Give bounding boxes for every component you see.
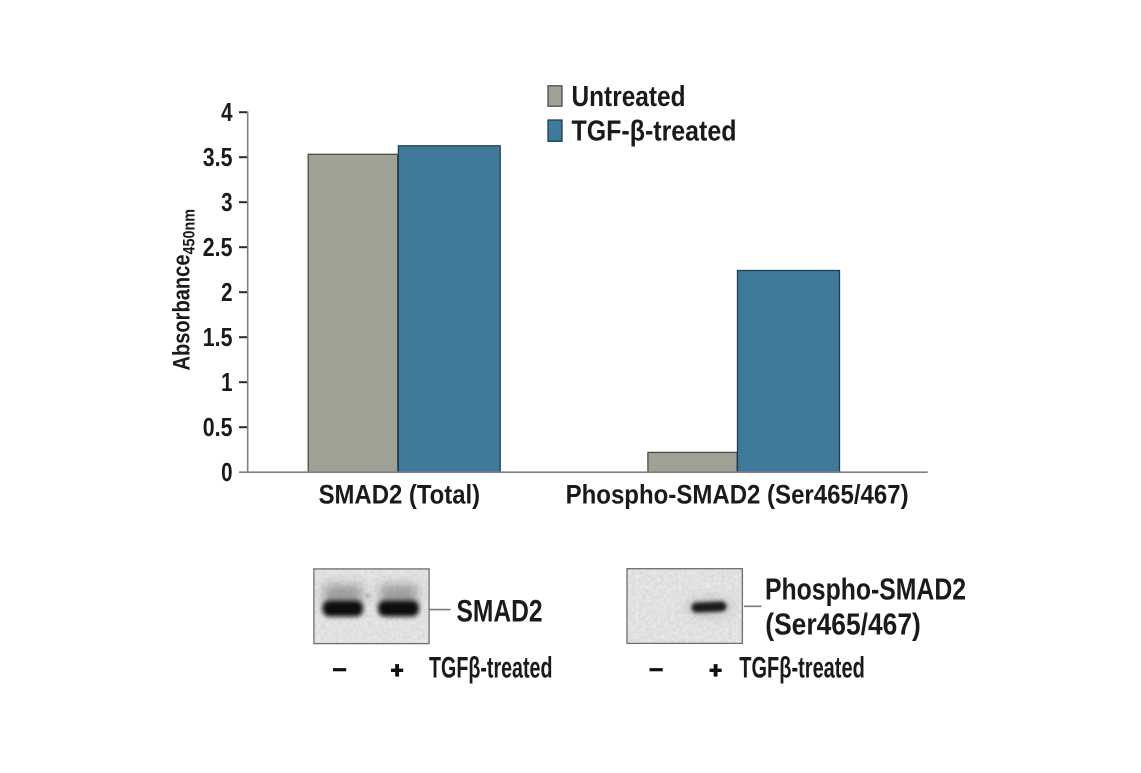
svg-text:3.5: 3.5 xyxy=(203,142,233,172)
svg-text:3: 3 xyxy=(221,187,232,217)
svg-text:1: 1 xyxy=(221,367,232,397)
svg-text:1.5: 1.5 xyxy=(203,322,233,352)
svg-text:Untreated: Untreated xyxy=(572,81,686,113)
svg-text:Phospho-SMAD2 (Ser465/467): Phospho-SMAD2 (Ser465/467) xyxy=(566,480,909,510)
svg-text:Absorbance450nm: Absorbance450nm xyxy=(168,209,198,371)
svg-text:0: 0 xyxy=(221,457,232,487)
svg-text:TGFβ-treated: TGFβ-treated xyxy=(739,652,865,685)
svg-text:0.5: 0.5 xyxy=(203,412,233,442)
svg-text:SMAD2 (Total): SMAD2 (Total) xyxy=(319,480,481,510)
svg-text:TGFβ-treated: TGFβ-treated xyxy=(429,652,553,685)
svg-text:4: 4 xyxy=(221,97,233,127)
svg-text:2: 2 xyxy=(221,277,232,307)
svg-text:2.5: 2.5 xyxy=(203,232,233,262)
svg-text:SMAD2: SMAD2 xyxy=(457,594,543,629)
svg-text:TGF-β-treated: TGF-β-treated xyxy=(572,116,737,148)
svg-text:Phospho-SMAD2: Phospho-SMAD2 xyxy=(765,573,966,607)
svg-text:(Ser465/467): (Ser465/467) xyxy=(765,607,921,641)
